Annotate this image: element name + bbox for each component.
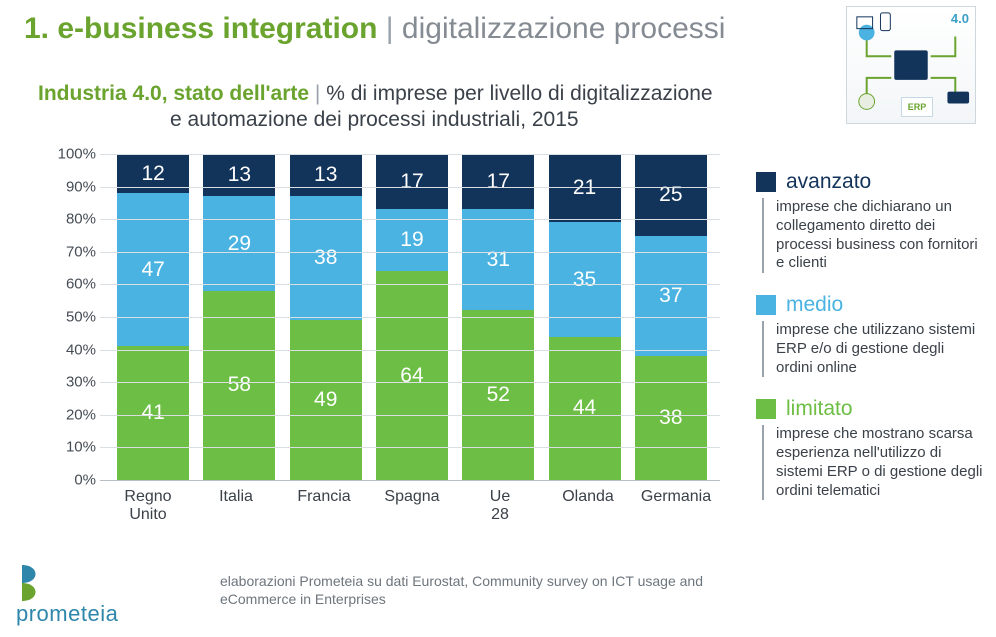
gridline — [100, 350, 720, 351]
y-tick-label: 50% — [66, 309, 96, 326]
gridline — [100, 252, 720, 253]
bar-segment-limitato: 38 — [635, 356, 707, 480]
legend: avanzato imprese che dichiarano un colleg… — [756, 170, 984, 520]
bar-segment-medio: 38 — [290, 196, 362, 320]
gridline — [100, 317, 720, 318]
title-grey: digitalizzazione processi — [402, 12, 726, 45]
y-tick-label: 30% — [66, 374, 96, 391]
subtitle-line2: e automazione dei processi industriali, … — [170, 108, 579, 132]
bar-segment-medio: 37 — [635, 236, 707, 357]
stacked-bar-chart: 0%10%20%30%40%50%60%70%80%90%100% 124741… — [44, 154, 720, 514]
y-axis: 0%10%20%30%40%50%60%70%80%90%100% — [44, 154, 100, 480]
bar-segment-medio: 31 — [462, 209, 534, 310]
y-tick-label: 90% — [66, 178, 96, 195]
page-title: 1. e-business integration | digitalizzaz… — [24, 12, 725, 46]
legend-label: limitato — [786, 397, 853, 421]
subtitle-rest1: % di imprese per livello di digitalizzaz… — [326, 82, 712, 105]
source-note: elaborazioni Prometeia su dati Eurostat,… — [220, 572, 740, 608]
gridline — [100, 154, 720, 155]
gridline — [100, 480, 720, 481]
logo-mark-icon — [16, 563, 44, 603]
legend-item-avanzato: avanzato imprese che dichiarano un colleg… — [756, 170, 984, 273]
title-green: e-business integration — [57, 12, 377, 45]
legend-description: imprese che utilizzano sistemi ERP e/o d… — [762, 321, 984, 377]
legend-swatch-icon — [756, 295, 776, 315]
x-axis: RegnoUnito Italia Francia Spagna Ue28 Olanda G… — [104, 488, 720, 525]
y-tick-label: 40% — [66, 341, 96, 358]
bar-segment-limitato: 41 — [117, 346, 189, 480]
bar-segment-limitato: 44 — [549, 337, 621, 480]
x-label: Italia — [200, 488, 272, 525]
bar-segment-limitato: 58 — [203, 291, 275, 480]
bar-segment-limitato: 64 — [376, 271, 448, 480]
legend-swatch-icon — [756, 172, 776, 192]
gridline — [100, 415, 720, 416]
legend-description: imprese che mostrano scarsa esperienza n… — [762, 425, 984, 500]
x-label: Francia — [288, 488, 360, 525]
gridline — [100, 447, 720, 448]
bar-segment-avanzato: 13 — [290, 154, 362, 196]
subtitle-line1: Industria 4.0, stato dell'arte | % di im… — [38, 80, 736, 107]
bar-segment-avanzato: 21 — [549, 154, 621, 222]
legend-description: imprese che dichiarano un collegamento d… — [762, 198, 984, 273]
bar-segment-limitato: 49 — [290, 320, 362, 480]
bar-segment-avanzato: 17 — [462, 154, 534, 209]
y-tick-label: 10% — [66, 439, 96, 456]
x-label: Olanda — [552, 488, 624, 525]
bar-segment-avanzato: 17 — [376, 154, 448, 209]
y-tick-label: 20% — [66, 406, 96, 423]
plot-area: 1247411329581338491719641731522135442537… — [104, 154, 720, 480]
bar-segment-medio: 47 — [117, 193, 189, 346]
y-tick-label: 100% — [58, 146, 96, 163]
bar-segment-medio: 29 — [203, 196, 275, 291]
x-label: RegnoUnito — [112, 488, 184, 525]
legend-label: avanzato — [786, 170, 871, 194]
legend-item-medio: medio imprese che utilizzano sistemi ERP … — [756, 293, 984, 377]
y-tick-label: 60% — [66, 276, 96, 293]
subtitle-sep: | — [315, 82, 320, 105]
x-label: Germania — [640, 488, 712, 525]
bar-segment-limitato: 52 — [462, 310, 534, 480]
gridline — [100, 382, 720, 383]
y-tick-label: 70% — [66, 243, 96, 260]
legend-item-limitato: limitato imprese che mostrano scarsa espe… — [756, 397, 984, 500]
legend-swatch-icon — [756, 399, 776, 419]
gridline — [100, 187, 720, 188]
prometeia-logo: prometeia — [16, 563, 118, 627]
title-sep: | — [386, 12, 394, 45]
y-tick-label: 0% — [74, 472, 96, 489]
legend-label: medio — [786, 293, 843, 317]
thumb-diagram-icon — [847, 7, 975, 123]
x-label: Spagna — [376, 488, 448, 525]
slide: 1. e-business integration | digitalizzaz… — [0, 0, 996, 637]
gridline — [100, 219, 720, 220]
y-tick-label: 80% — [66, 211, 96, 228]
x-label: Ue28 — [464, 488, 536, 525]
logo-text: prometeia — [16, 601, 118, 627]
gridline — [100, 284, 720, 285]
bar-segment-avanzato: 25 — [635, 154, 707, 236]
title-number: 1. — [24, 12, 49, 45]
industry-4-0-icon: 4.0 ERP — [846, 6, 976, 124]
bar-segment-medio: 35 — [549, 222, 621, 336]
bar-segment-avanzato: 13 — [203, 154, 275, 196]
subtitle-green: Industria 4.0, stato dell'arte — [38, 82, 309, 105]
